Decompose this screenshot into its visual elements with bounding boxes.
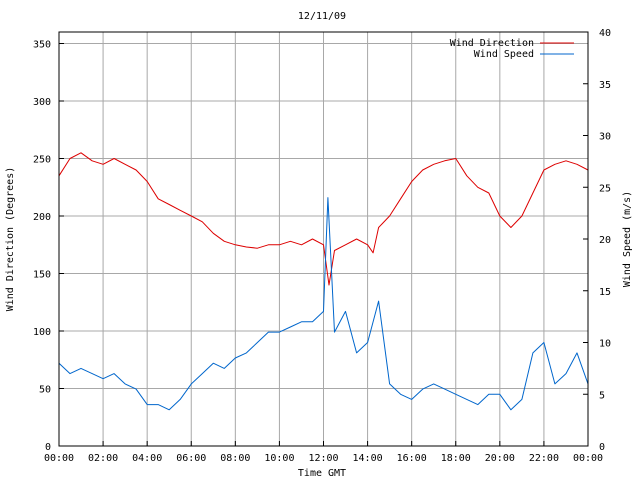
legend: Wind Direction Wind Speed xyxy=(450,38,574,60)
y-right-axis-label: Wind Speed (m/s) xyxy=(622,191,633,287)
y-left-tick-label: 150 xyxy=(33,270,51,281)
y-left-tick-label: 250 xyxy=(33,155,51,166)
x-tick-label: 00:00 xyxy=(573,453,603,464)
y-left-tick-label: 0 xyxy=(45,442,51,453)
y-left-axis-label: Wind Direction (Degrees) xyxy=(5,167,16,312)
y-right-tick-label: 5 xyxy=(599,390,605,401)
y-left-tick-label: 200 xyxy=(33,212,51,223)
x-axis-label: Time GMT xyxy=(298,468,346,479)
chart-title: 12/11/09 xyxy=(298,11,346,22)
wind-speed-line xyxy=(58,197,589,411)
series-lines xyxy=(58,152,589,411)
x-tick-label: 22:00 xyxy=(529,453,559,464)
y-right-tick-label: 10 xyxy=(599,339,611,350)
y-right-tick-label: 15 xyxy=(599,287,611,298)
y-right-tick-label: 30 xyxy=(599,132,611,143)
x-tick-label: 00:00 xyxy=(44,453,74,464)
wind-direction-line xyxy=(58,152,589,286)
legend-label-wind-speed: Wind Speed xyxy=(474,49,534,60)
grid xyxy=(59,32,588,446)
x-tick-label: 08:00 xyxy=(220,453,250,464)
x-tick-label: 06:00 xyxy=(176,453,206,464)
y-right-tick-label: 25 xyxy=(599,183,611,194)
x-axis-ticks: 00:00 02:00 04:00 06:00 08:00 10:00 12:00 14:00… xyxy=(44,441,603,464)
y-left-axis-ticks: 0 50 100 150 200 250 300 350 xyxy=(33,40,64,453)
y-left-tick-label: 300 xyxy=(33,97,51,108)
y-right-tick-label: 40 xyxy=(599,28,611,39)
x-tick-label: 18:00 xyxy=(441,453,471,464)
x-tick-label: 20:00 xyxy=(485,453,515,464)
y-right-tick-label: 20 xyxy=(599,235,611,246)
y-right-tick-label: 35 xyxy=(599,80,611,91)
legend-label-wind-direction: Wind Direction xyxy=(450,38,534,49)
x-tick-label: 02:00 xyxy=(88,453,118,464)
y-left-tick-label: 100 xyxy=(33,327,51,338)
x-tick-label: 04:00 xyxy=(132,453,162,464)
x-tick-label: 12:00 xyxy=(308,453,338,464)
x-tick-label: 10:00 xyxy=(264,453,294,464)
y-right-axis-ticks: 0 5 10 15 20 25 30 35 40 xyxy=(583,28,611,453)
x-tick-label: 16:00 xyxy=(397,453,427,464)
x-tick-label: 14:00 xyxy=(353,453,383,464)
y-right-tick-label: 0 xyxy=(599,442,605,453)
y-left-tick-label: 350 xyxy=(33,40,51,51)
y-left-tick-label: 50 xyxy=(39,385,51,396)
